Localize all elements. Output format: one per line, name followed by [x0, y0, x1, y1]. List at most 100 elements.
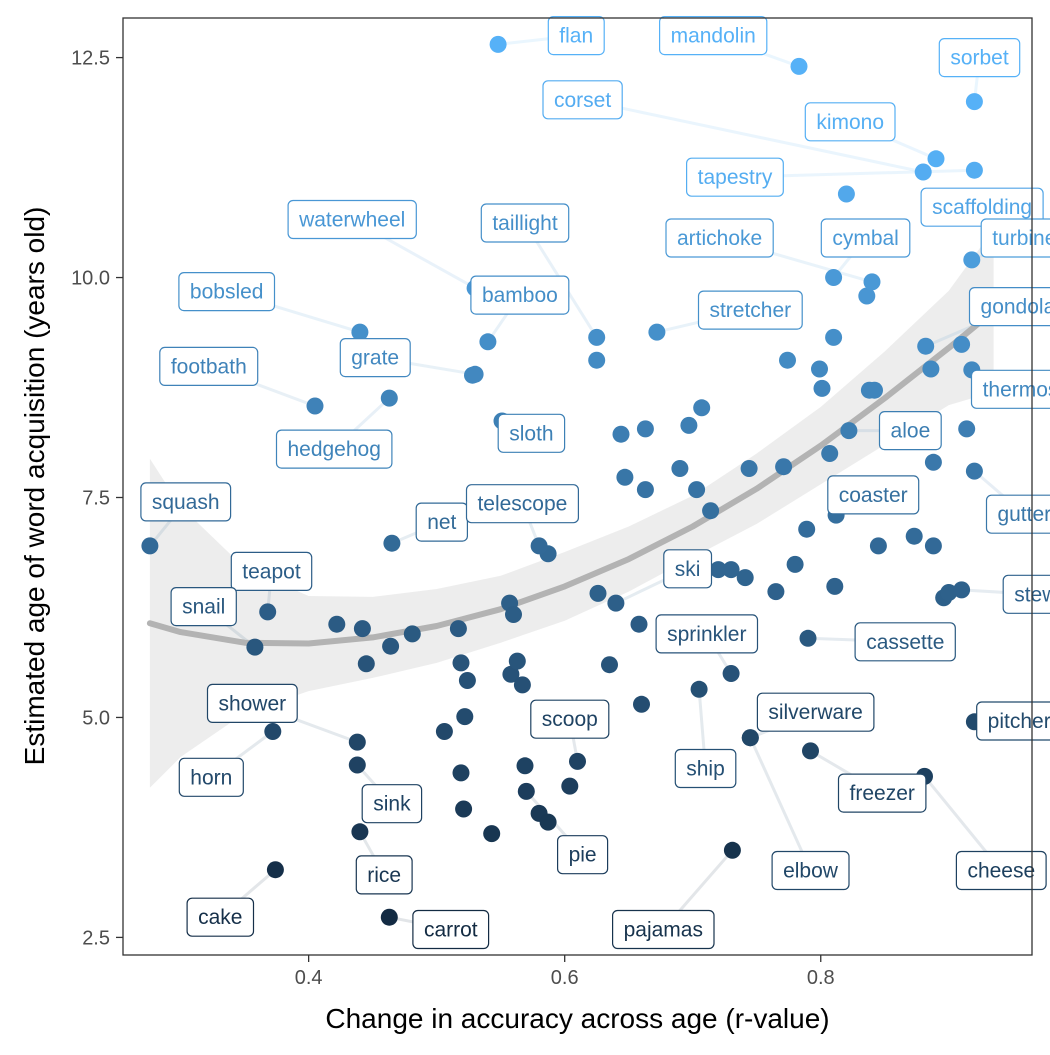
word-label-text: cake — [198, 906, 242, 929]
word-label-text: corset — [554, 89, 611, 112]
word-label-grate: grate — [340, 339, 410, 377]
x-tick-label: 0.8 — [807, 967, 835, 989]
y-tick-label: 5.0 — [82, 707, 110, 729]
word-label-pajamas: pajamas — [613, 911, 714, 949]
data-point-elbow — [742, 729, 759, 746]
data-point — [688, 481, 705, 498]
word-label-text: gondola — [981, 296, 1050, 319]
data-point — [737, 569, 754, 586]
word-label-text: freezer — [850, 782, 915, 805]
data-point-sink — [349, 757, 366, 774]
data-point-grate — [467, 366, 484, 383]
word-label-snail: snail — [171, 588, 236, 626]
data-point — [637, 481, 654, 498]
data-point-footbath — [307, 398, 324, 415]
word-label-text: tapestry — [698, 166, 773, 189]
word-label-sprinkler: sprinkler — [656, 615, 757, 653]
word-label-text: silverware — [768, 701, 863, 724]
data-point — [601, 656, 618, 673]
word-label-text: ship — [686, 758, 725, 781]
data-point — [925, 537, 942, 554]
word-label-telescope: telescope — [467, 485, 579, 523]
data-point-horn — [264, 723, 281, 740]
word-label-kimono: kimono — [805, 103, 895, 141]
word-label-coaster: coaster — [828, 476, 919, 514]
data-point — [838, 186, 855, 203]
data-point — [509, 653, 526, 670]
data-point — [741, 460, 758, 477]
y-tick-label: 12.5 — [71, 48, 110, 70]
data-point — [825, 329, 842, 346]
data-point — [826, 578, 843, 595]
word-label-text: gutter — [997, 503, 1050, 526]
data-point-net — [383, 535, 400, 552]
word-label-silverware: silverware — [757, 693, 874, 731]
data-point — [814, 380, 831, 397]
data-point-scoop — [569, 753, 586, 770]
data-point-gondola — [917, 338, 934, 355]
word-label-text: aloe — [891, 420, 931, 443]
word-label-carrot: carrot — [413, 911, 489, 949]
word-label-horn: horn — [179, 758, 243, 796]
data-point — [693, 399, 710, 416]
word-label-text: kimono — [816, 111, 884, 134]
word-label-corset: corset — [543, 81, 622, 119]
word-label-ship: ship — [675, 750, 736, 788]
data-point-rice — [351, 823, 368, 840]
word-label-text: cheese — [967, 860, 1035, 883]
data-point — [958, 420, 975, 437]
data-point — [483, 825, 500, 842]
data-point-mandolin — [791, 58, 808, 75]
word-label-text: elbow — [783, 860, 839, 883]
y-tick-label: 10.0 — [71, 268, 110, 290]
data-point-turbine — [963, 251, 980, 268]
y-tick-label: 7.5 — [82, 487, 110, 509]
data-point — [459, 672, 476, 689]
word-label-text: flan — [559, 25, 593, 48]
word-label-text: cassette — [866, 631, 944, 654]
data-point — [517, 757, 534, 774]
data-point-ski — [607, 595, 624, 612]
data-point — [455, 801, 472, 818]
word-label-text: pie — [569, 844, 597, 867]
word-label-ski: ski — [664, 550, 712, 588]
data-point — [590, 585, 607, 602]
word-label-rice: rice — [356, 856, 412, 894]
word-label-squash: squash — [141, 483, 231, 521]
word-label-text: mandolin — [671, 25, 756, 48]
word-label-text: bamboo — [482, 284, 558, 307]
data-point — [821, 445, 838, 462]
y-axis-title: Estimated age of word acquisition (years… — [19, 207, 50, 766]
word-label-sorbet: sorbet — [939, 39, 1019, 77]
word-label-text: ski — [675, 558, 701, 581]
word-label-thermos: thermos — [972, 370, 1050, 408]
data-point-teapot — [259, 603, 276, 620]
data-point-stretcher — [648, 324, 665, 341]
word-label-freezer: freezer — [839, 774, 926, 812]
data-point-shower — [349, 734, 366, 751]
data-point-flan — [490, 36, 507, 53]
data-point — [779, 352, 796, 369]
word-label-text: sink — [373, 793, 411, 816]
data-point — [505, 606, 522, 623]
word-label-sloth: sloth — [498, 414, 564, 452]
data-point — [870, 537, 887, 554]
data-point — [616, 469, 633, 486]
data-point — [453, 764, 470, 781]
data-point — [798, 521, 815, 538]
data-point-sprinkler — [723, 665, 740, 682]
word-label-text: scoop — [542, 708, 598, 731]
word-label-bobsled: bobsled — [179, 273, 275, 311]
x-tick-label: 0.4 — [295, 967, 323, 989]
data-point — [866, 382, 883, 399]
word-label-taillight: taillight — [481, 204, 568, 242]
word-label-text: stretcher — [709, 299, 791, 322]
data-point-pajamas — [724, 842, 741, 859]
data-point — [953, 336, 970, 353]
data-point-cake — [267, 861, 284, 878]
word-label-text: sloth — [509, 422, 553, 445]
data-point — [453, 654, 470, 671]
word-label-text: carrot — [424, 919, 478, 942]
word-label-cymbal: cymbal — [821, 219, 910, 257]
